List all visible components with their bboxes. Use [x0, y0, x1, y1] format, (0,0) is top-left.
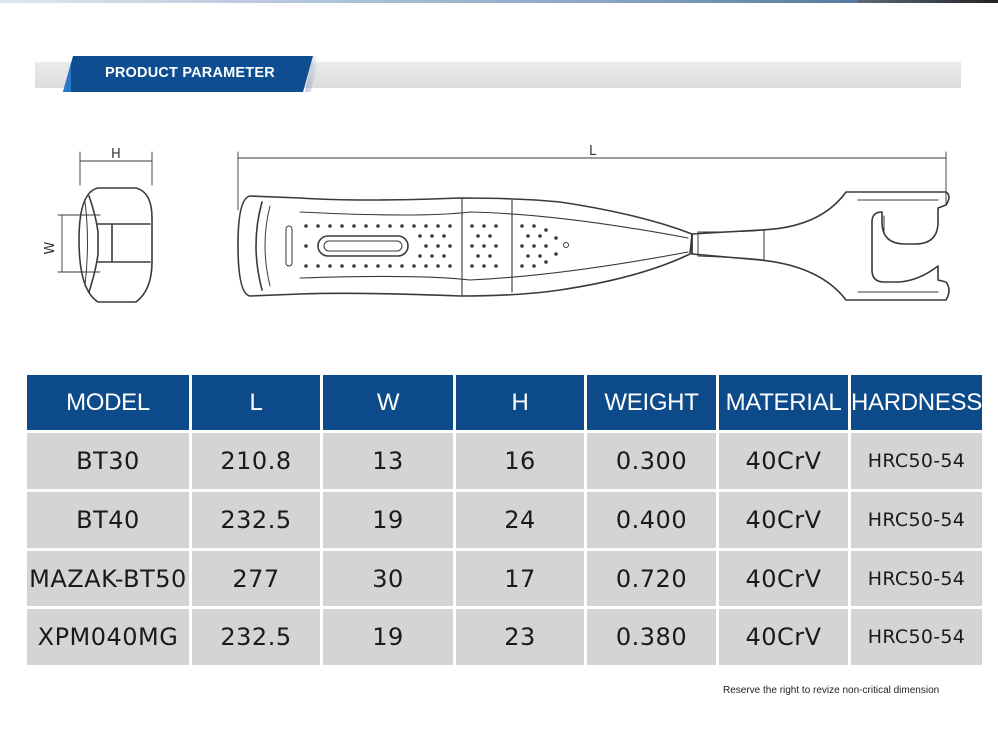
dim-l-label: L: [589, 144, 597, 159]
side-view-curve-left: [88, 195, 99, 293]
cell-hardness: HRC50-54: [851, 492, 982, 548]
handle-small-hole: [563, 242, 569, 248]
cell-h: 24: [456, 492, 584, 548]
cell-weight: 0.380: [587, 609, 716, 665]
col-header-model: MODEL: [27, 375, 189, 430]
table-header-row: MODEL L W H WEIGHT MATERIAL HARDNESS: [27, 375, 982, 430]
handle-grip-bar: [285, 225, 293, 267]
cell-model: BT30: [27, 433, 189, 489]
handle-end-curve-inner: [264, 205, 271, 287]
handle-top-ridge: [299, 211, 689, 239]
dim-w-label: W: [43, 241, 58, 254]
col-header-w: W: [323, 375, 453, 430]
col-header-material: MATERIAL: [719, 375, 848, 430]
cell-h: 17: [456, 551, 584, 606]
neck-inner: [697, 229, 765, 261]
wrench-head-outline: [691, 191, 950, 301]
table-row: BT30 210.8 13 16 0.300 40CrV HRC50-54: [27, 433, 982, 489]
handle-outline: [237, 195, 693, 297]
cell-model: BT40: [27, 492, 189, 548]
top-decorative-rule: [0, 0, 998, 3]
table-row: XPM040MG 232.5 19 23 0.380 40CrV HRC50-5…: [27, 609, 982, 665]
handle-end-curve: [255, 201, 263, 291]
cell-weight: 0.400: [587, 492, 716, 548]
cell-w: 19: [323, 492, 453, 548]
cell-model: XPM040MG: [27, 609, 189, 665]
col-header-hardness: HARDNESS: [851, 375, 982, 430]
cell-hardness: HRC50-54: [851, 551, 982, 606]
col-header-l: L: [192, 375, 320, 430]
cell-hardness: HRC50-54: [851, 609, 982, 665]
cell-material: 40CrV: [719, 492, 848, 548]
handle-slot: [317, 235, 409, 257]
footnote: Reserve the right to revize non-critical…: [723, 685, 940, 696]
cell-w: 13: [323, 433, 453, 489]
cell-material: 40CrV: [719, 433, 848, 489]
table-row: MAZAK-BT50 277 30 17 0.720 40CrV HRC50-5…: [27, 551, 982, 606]
table-row: BT40 232.5 19 24 0.400 40CrV HRC50-54: [27, 492, 982, 548]
handle-slot-inner: [323, 240, 403, 252]
wrench-technical-drawing: H W L: [43, 144, 950, 303]
cell-material: 40CrV: [719, 551, 848, 606]
handle-bottom-ridge: [299, 251, 689, 281]
side-view-shank: [97, 223, 151, 263]
side-view-outline: [78, 187, 153, 303]
parameter-table: MODEL L W H WEIGHT MATERIAL HARDNESS BT3…: [24, 372, 985, 668]
cell-l: 277: [192, 551, 320, 606]
cell-l: 232.5: [192, 492, 320, 548]
cell-w: 19: [323, 609, 453, 665]
col-header-weight: WEIGHT: [587, 375, 716, 430]
cell-model: MAZAK-BT50: [27, 551, 189, 606]
cell-l: 210.8: [192, 433, 320, 489]
cell-w: 30: [323, 551, 453, 606]
side-view-inner-curve: [84, 201, 88, 287]
cell-material: 40CrV: [719, 609, 848, 665]
cell-weight: 0.300: [587, 433, 716, 489]
section-title: PRODUCT PARAMETER: [105, 65, 275, 81]
cell-h: 16: [456, 433, 584, 489]
cell-hardness: HRC50-54: [851, 433, 982, 489]
dim-h-label: H: [111, 147, 121, 162]
cell-l: 232.5: [192, 609, 320, 665]
cell-weight: 0.720: [587, 551, 716, 606]
head-inner-lines: [857, 199, 939, 293]
grip-dots: [304, 224, 558, 268]
col-header-h: H: [456, 375, 584, 430]
cell-h: 23: [456, 609, 584, 665]
section-header: PRODUCT PARAMETER: [35, 56, 961, 92]
